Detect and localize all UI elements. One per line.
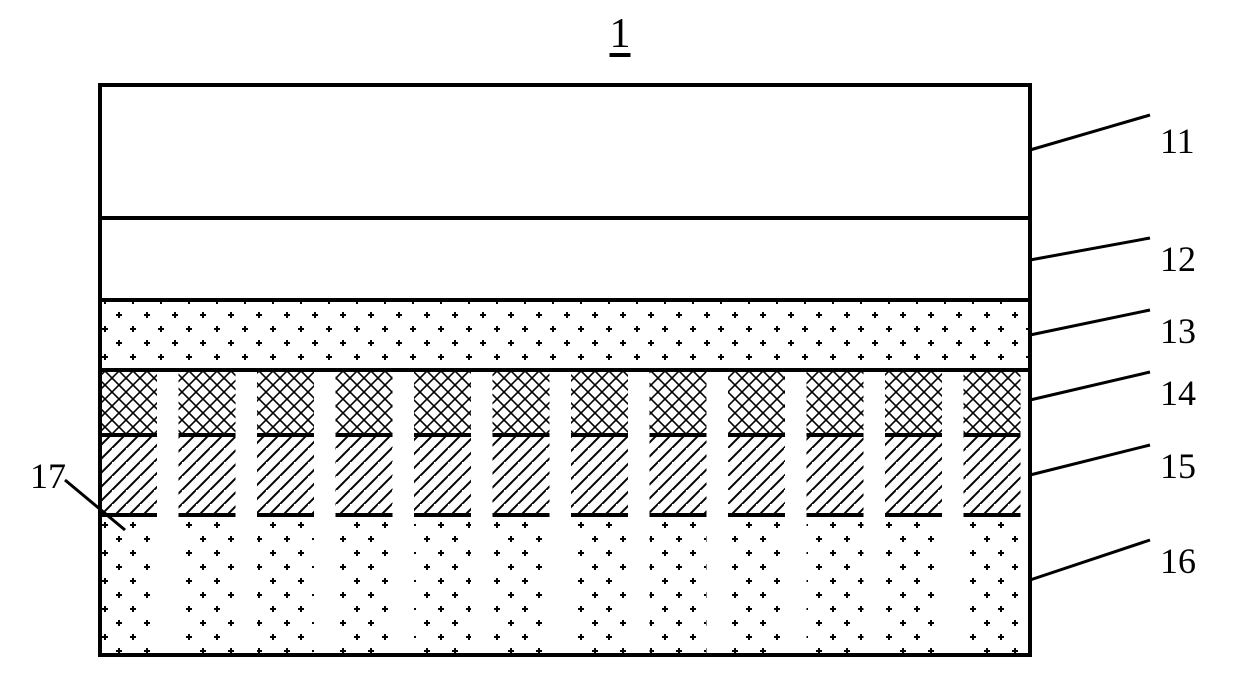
layer-row14-col bbox=[100, 370, 157, 435]
layer-row14-col bbox=[807, 370, 864, 435]
layer-row14-col bbox=[728, 370, 785, 435]
layer-row15-col bbox=[493, 435, 550, 515]
cross-section-diagram bbox=[0, 0, 1240, 686]
layer-row16-col bbox=[493, 515, 550, 655]
layer-row14-col bbox=[964, 370, 1021, 435]
layer-row14-col bbox=[571, 370, 628, 435]
layer-row13 bbox=[100, 300, 1030, 370]
layer-row14-col bbox=[257, 370, 314, 435]
layer-row15-col bbox=[257, 435, 314, 515]
leader-16 bbox=[1030, 540, 1150, 580]
label-15: 15 bbox=[1160, 445, 1196, 487]
layer-row15-col bbox=[571, 435, 628, 515]
leader-11 bbox=[1030, 115, 1150, 150]
layer-row11 bbox=[100, 85, 1030, 218]
layer-row14-col bbox=[414, 370, 471, 435]
layer-row16-col bbox=[100, 515, 157, 655]
layer-row16-col bbox=[179, 515, 236, 655]
layer-row16-col bbox=[964, 515, 1021, 655]
label-17: 17 bbox=[30, 455, 66, 497]
label-14: 14 bbox=[1160, 372, 1196, 414]
leader-14 bbox=[1030, 372, 1150, 400]
layer-row16-col bbox=[885, 515, 942, 655]
layer-row16-col bbox=[257, 515, 314, 655]
layer-row14-col bbox=[179, 370, 236, 435]
layer-row15-col bbox=[100, 435, 157, 515]
layer-row15-col bbox=[179, 435, 236, 515]
layer-row15-col bbox=[807, 435, 864, 515]
layer-row15-col bbox=[728, 435, 785, 515]
layer-row16-col bbox=[571, 515, 628, 655]
layer-row12 bbox=[100, 218, 1030, 300]
layer-row15-col bbox=[885, 435, 942, 515]
layer-row16-col bbox=[336, 515, 393, 655]
label-11: 11 bbox=[1160, 120, 1195, 162]
layer-row16-col bbox=[414, 515, 471, 655]
layer-row14-col bbox=[885, 370, 942, 435]
label-12: 12 bbox=[1160, 238, 1196, 280]
label-16: 16 bbox=[1160, 540, 1196, 582]
layer-row16-col bbox=[650, 515, 707, 655]
layer-row15-col bbox=[414, 435, 471, 515]
layer-row14-col bbox=[336, 370, 393, 435]
leader-13 bbox=[1030, 310, 1150, 335]
layer-row14-col bbox=[650, 370, 707, 435]
layer-row14-col bbox=[493, 370, 550, 435]
leader-12 bbox=[1030, 238, 1150, 260]
layer-row15-col bbox=[650, 435, 707, 515]
label-13: 13 bbox=[1160, 310, 1196, 352]
layer-row16-col bbox=[728, 515, 785, 655]
layer-row16-col bbox=[807, 515, 864, 655]
layer-row15-col bbox=[336, 435, 393, 515]
layer-row15-col bbox=[964, 435, 1021, 515]
leader-15 bbox=[1030, 445, 1150, 475]
